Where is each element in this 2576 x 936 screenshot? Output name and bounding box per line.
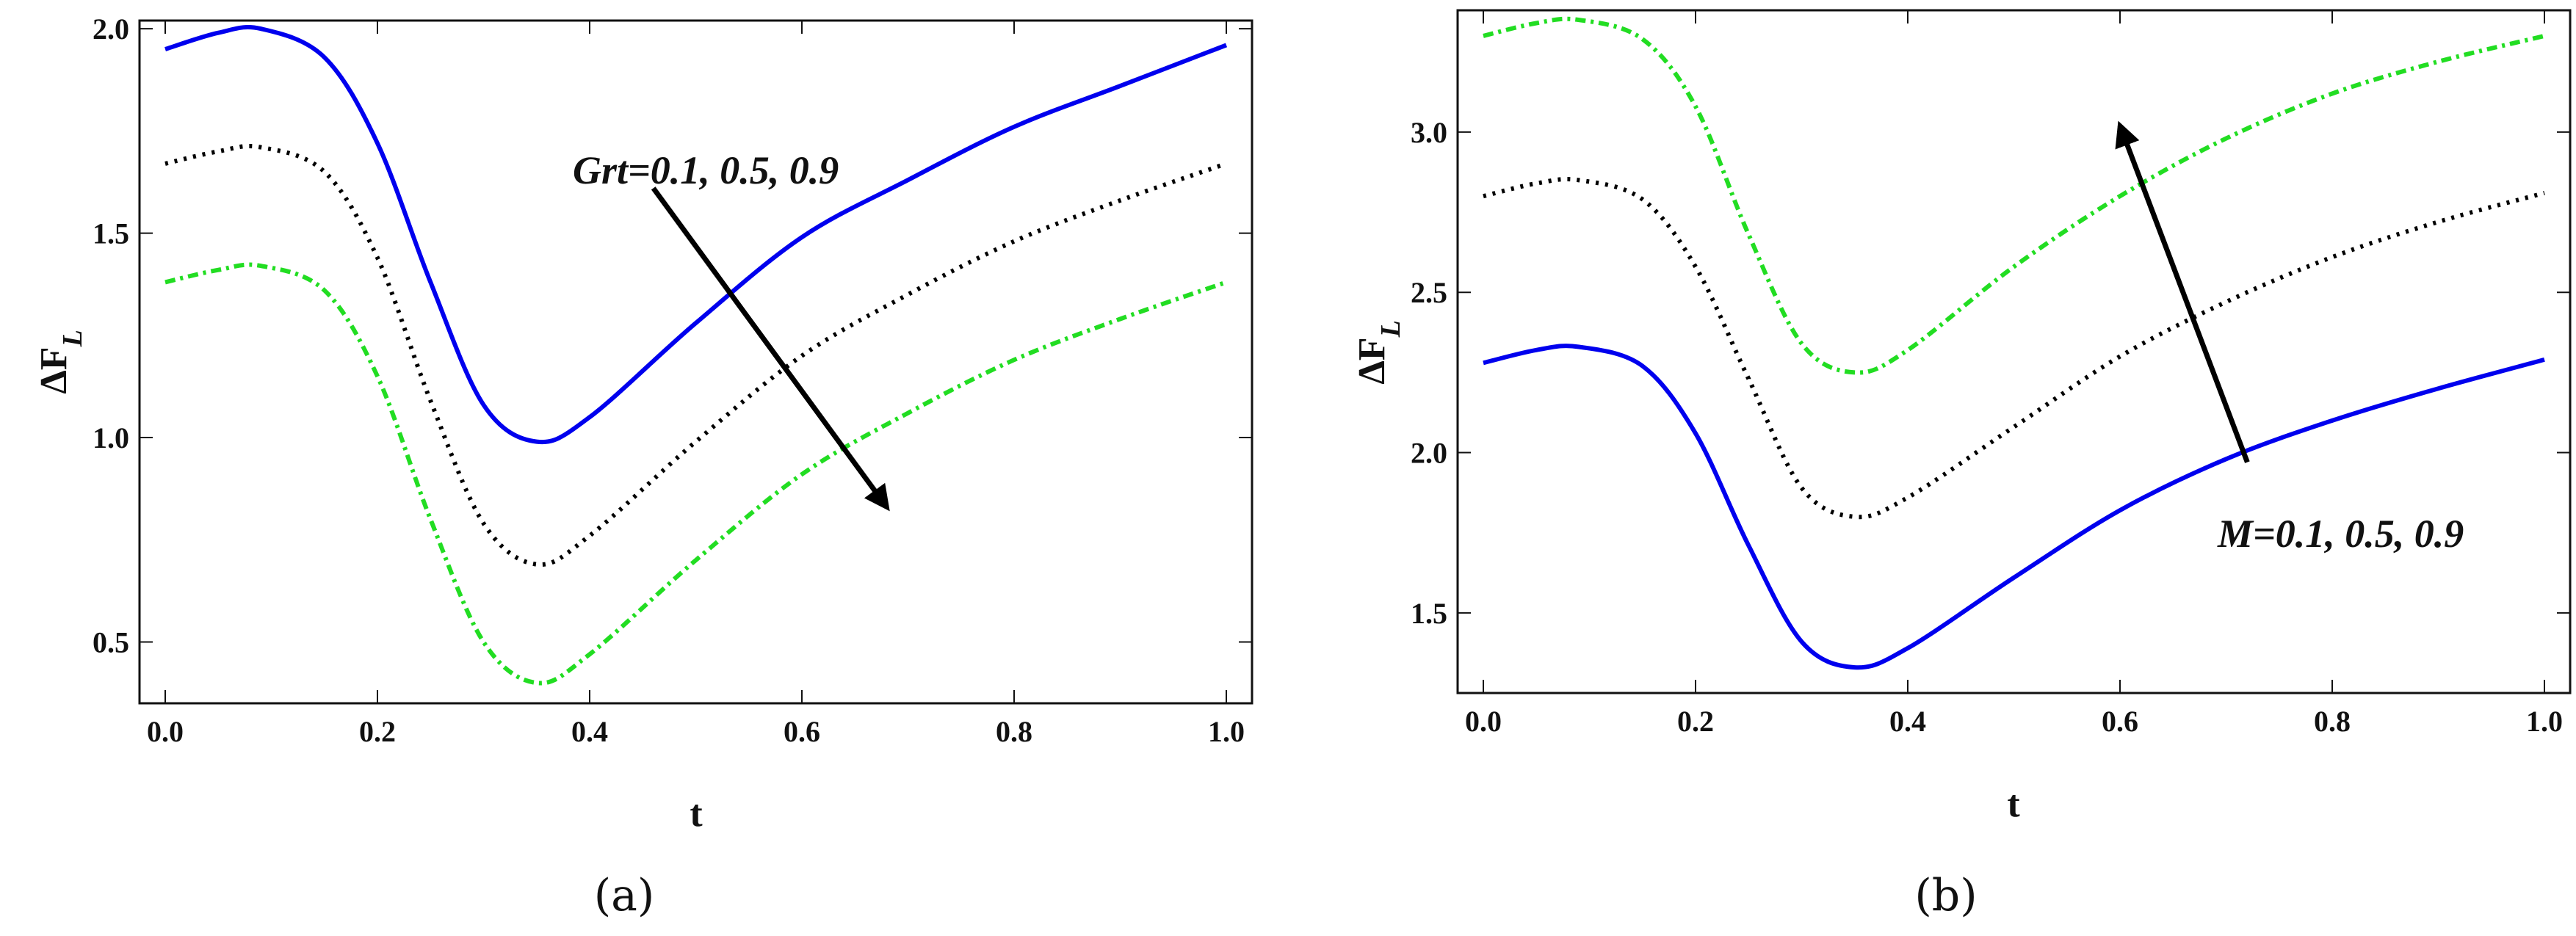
series-line-m-0-9 — [1483, 16, 2545, 375]
x-tick-label: 0.6 — [2102, 705, 2138, 738]
annotation-arrow — [651, 186, 890, 512]
y-tick-label: 2.0 — [1411, 437, 1447, 470]
chart-panel-a: 0.0 0.2 0.4 0.6 0.8 1.0 0.5 1.0 1.5 2.0 Grt=0.1, … — [33, 12, 1253, 921]
x-axis-title: t — [2007, 783, 2020, 825]
y-axis-title: ΔFL — [33, 330, 88, 394]
x-tick-label: 0.8 — [2314, 705, 2351, 738]
y-tick-label: 2.5 — [1411, 276, 1447, 309]
y-axis-title-main: ΔF — [33, 347, 75, 393]
annotation-arrow — [2115, 120, 2250, 463]
series-lines — [164, 25, 1228, 686]
x-tick-label: 1.0 — [1208, 715, 1245, 748]
annotation-text: Grt=0.1, 0.5, 0.9 — [573, 148, 839, 192]
x-tick-label: 0.2 — [1677, 705, 1714, 738]
plot-frame — [138, 19, 1253, 705]
x-tick-label: 0.2 — [359, 715, 396, 748]
x-tick-label: 0.0 — [1465, 705, 1502, 738]
tick-marks — [1458, 10, 2570, 693]
x-tick-label: 0.4 — [1889, 705, 1926, 738]
y-axis-title-sub: L — [57, 330, 88, 347]
y-axis-title-main: ΔF — [1351, 337, 1393, 384]
tick-marks — [140, 21, 1252, 703]
arrow-line — [2115, 120, 2250, 463]
series-lines — [1483, 16, 2545, 670]
y-tick-label: 1.5 — [1411, 597, 1447, 630]
y-tick-label: 1.0 — [93, 421, 129, 454]
annotation-text: M=0.1, 0.5, 0.9 — [2217, 512, 2464, 556]
series-line-grt-0-5 — [164, 144, 1227, 567]
plot-frame — [1456, 9, 2572, 694]
y-axis-title-sub: L — [1375, 320, 1406, 338]
y-tick-label: 1.5 — [93, 217, 129, 250]
panel-caption: (a) — [594, 870, 655, 921]
tick-labels: 0.0 0.2 0.4 0.6 0.8 1.0 1.5 2.0 2.5 3.0 — [1411, 116, 2563, 738]
arrow-line — [651, 186, 890, 512]
x-tick-label: 0.0 — [147, 715, 184, 748]
y-axis-title: ΔFL — [1351, 320, 1406, 385]
tick-labels: 0.0 0.2 0.4 0.6 0.8 1.0 0.5 1.0 1.5 2.0 — [93, 12, 1245, 748]
x-tick-label: 1.0 — [2526, 705, 2563, 738]
x-axis-title: t — [690, 793, 703, 835]
series-line-grt-0-1 — [164, 25, 1228, 445]
x-tick-label: 0.4 — [571, 715, 608, 748]
panel-caption: (b) — [1914, 870, 1977, 921]
y-tick-label: 3.0 — [1411, 116, 1447, 149]
chart-panel-b: 0.0 0.2 0.4 0.6 0.8 1.0 1.5 2.0 2.5 3.0 M=0.1, 0.… — [1351, 9, 2572, 921]
series-line-m-0-5 — [1483, 177, 2545, 520]
series-line-m-0-1 — [1483, 344, 2545, 670]
x-tick-label: 0.8 — [996, 715, 1032, 748]
y-tick-label: 2.0 — [93, 12, 129, 46]
y-tick-label: 0.5 — [93, 625, 129, 659]
series-line-grt-0-9 — [164, 262, 1227, 686]
x-tick-label: 0.6 — [784, 715, 820, 748]
